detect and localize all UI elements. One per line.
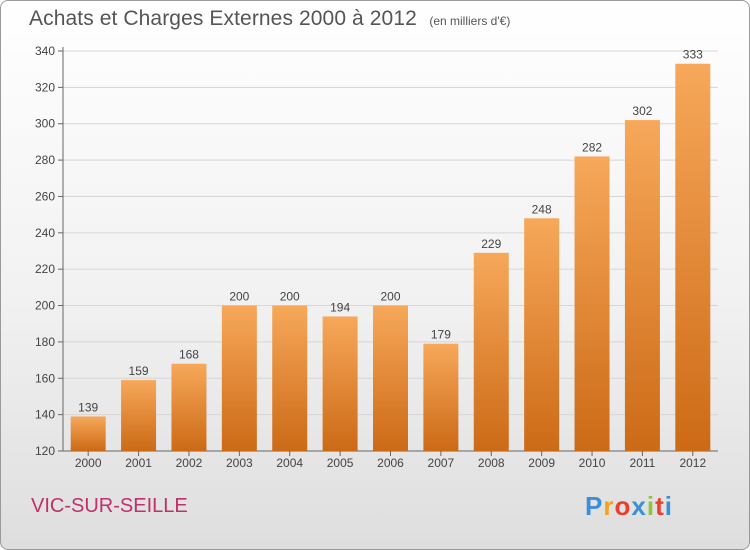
logo-letter: r [603,491,615,521]
bar [574,156,610,452]
data-label: 200 [229,290,249,304]
bar [272,305,308,451]
logo-letter: o [614,491,632,521]
y-tick-label: 140 [35,408,55,422]
x-tick-label: 2001 [125,456,152,470]
bar [524,218,560,451]
data-label: 302 [632,104,652,118]
commune-name: VIC-SUR-SEILLE [31,495,188,517]
bar [624,120,660,451]
x-tick-label: 2002 [176,456,203,470]
bar [473,252,509,451]
x-tick-label: 2008 [478,456,505,470]
data-label: 229 [481,237,501,251]
logo-letter: i [646,491,656,521]
data-label: 194 [330,300,350,314]
y-tick-label: 300 [35,117,55,131]
data-label: 179 [431,328,451,342]
x-tick-label: 2000 [75,456,102,470]
y-tick-label: 220 [35,262,55,276]
y-tick-label: 200 [35,299,55,313]
y-tick-label: 320 [35,80,55,94]
data-label: 200 [280,290,300,304]
bar [70,416,106,451]
data-label: 200 [380,290,400,304]
bar [121,380,157,451]
data-label: 282 [582,140,602,154]
x-tick-label: 2010 [579,456,606,470]
logo-letter: x [631,491,647,521]
chart-title-block: Achats et Charges Externes 2000 à 2012 (… [29,7,510,31]
bar [373,305,408,451]
data-label: 248 [532,202,552,216]
data-label: 159 [129,364,149,378]
y-tick-label: 160 [35,371,55,385]
logo-letter: i [664,491,673,521]
x-tick-label: 2007 [428,456,455,470]
y-tick-label: 280 [35,153,55,167]
chart-title: Achats et Charges Externes 2000 à 2012 [29,7,417,30]
x-tick-label: 2009 [528,456,555,470]
y-tick-label: 260 [35,189,55,203]
y-tick-label: 240 [35,226,55,240]
proxiti-logo[interactable]: Proxiti [585,491,673,522]
data-label: 333 [683,48,703,62]
y-tick-label: 120 [35,444,55,458]
bar [675,63,711,452]
x-tick-label: 2011 [630,456,656,470]
x-tick-label: 2003 [226,456,253,470]
logo-letter: P [585,491,604,521]
bar [221,305,257,451]
x-tick-label: 2012 [679,456,706,470]
logo-letter: t [655,491,665,521]
x-tick-label: 2005 [327,456,354,470]
y-tick-label: 180 [35,335,55,349]
bar [423,343,459,451]
chart-unit: (en milliers d'€) [429,14,511,28]
data-label: 139 [78,400,98,414]
x-tick-label: 2004 [276,456,303,470]
y-tick-label: 340 [35,44,55,58]
bar [171,363,207,451]
x-tick-label: 2006 [377,456,404,470]
bar [322,316,358,451]
data-label: 168 [179,348,199,362]
